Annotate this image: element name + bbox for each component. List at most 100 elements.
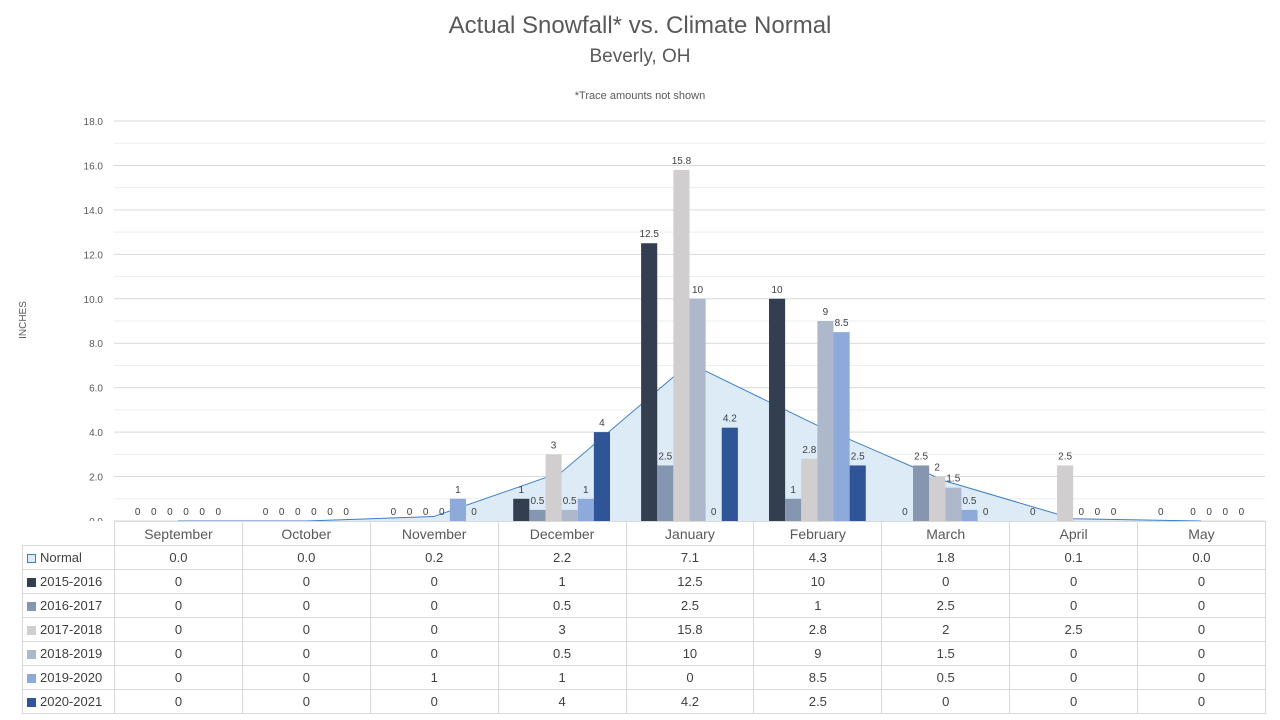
legend-label: 2015-2016 — [40, 574, 103, 589]
table-cell: 0 — [241, 569, 371, 594]
table-row: Normal 0.0 0.0 0.2 2.2 7.1 4.3 1.8 0.1 0.0 — [22, 545, 1266, 570]
data-label: 0 — [1239, 507, 1245, 518]
bar-2017-2018-December — [545, 454, 562, 521]
table-cell: 2.5 — [881, 593, 1011, 618]
legend-entry: 2019-2020 — [22, 665, 115, 690]
legend-label: Normal — [40, 550, 82, 565]
data-label: 8.5 — [835, 318, 849, 329]
x-category-label: October — [241, 521, 371, 546]
data-label: 0.5 — [563, 496, 577, 507]
data-label: 0 — [343, 507, 349, 518]
table-cell: 0 — [114, 641, 243, 666]
data-label: 0 — [279, 507, 285, 518]
table-cell: 0 — [369, 641, 499, 666]
table-cell: 9 — [753, 641, 883, 666]
table-cell: 8.5 — [753, 665, 883, 690]
data-label: 1 — [583, 485, 589, 496]
table-cell: 2.8 — [753, 617, 883, 642]
data-label: 0 — [167, 507, 173, 518]
legend-label: 2018-2019 — [40, 646, 103, 661]
table-cell: 0.0 — [241, 545, 371, 570]
table-cell: 10 — [625, 641, 755, 666]
y-tick-label: 10.0 — [84, 295, 104, 306]
table-cell: 0 — [1137, 617, 1266, 642]
data-label: 0 — [1222, 507, 1228, 518]
chart-title: Actual Snowfall* vs. Climate Normal — [448, 12, 832, 39]
legend-entry: 2016-2017 — [22, 593, 115, 618]
table-row: 2020-2021 0 0 0 4 4.2 2.5 0 0 0 — [22, 689, 1266, 714]
data-label: 0 — [407, 507, 413, 518]
legend-swatch — [27, 578, 36, 587]
table-row: 2016-2017 0 0 0 0.5 2.5 1 2.5 0 0 — [22, 593, 1266, 618]
table-cell: 0 — [881, 689, 1011, 714]
data-label: 0 — [902, 507, 908, 518]
table-cell: 7.1 — [625, 545, 755, 570]
y-tick-label: 14.0 — [84, 206, 104, 217]
legend-swatch — [27, 698, 36, 707]
data-label: 1.5 — [946, 474, 960, 485]
data-label: 0 — [183, 507, 189, 518]
bar-2017-2018-March — [929, 476, 946, 521]
x-category-label: January — [625, 521, 755, 546]
table-cell: 0 — [114, 689, 243, 714]
y-tick-label: 6.0 — [89, 384, 103, 395]
data-label: 4 — [599, 418, 605, 429]
legend-label: 2017-2018 — [40, 622, 103, 637]
x-category-label: April — [1009, 521, 1138, 546]
legend-entry: 2015-2016 — [22, 569, 115, 594]
data-label: 2.5 — [658, 451, 672, 462]
bar-2016-2017-December — [529, 509, 546, 521]
data-label: 12.5 — [639, 229, 659, 240]
bar-2018-2019-January — [689, 298, 706, 521]
table-cell: 0 — [114, 617, 243, 642]
data-label: 0 — [1078, 507, 1084, 518]
bar-2016-2017-March — [913, 465, 930, 521]
bar-2020-2021-February — [849, 465, 866, 521]
x-category-label: February — [753, 521, 883, 546]
table-cell: 15.8 — [625, 617, 755, 642]
table-cell: 0 — [625, 665, 755, 690]
data-label: 0 — [423, 507, 429, 518]
data-label: 0 — [327, 507, 333, 518]
data-label: 0 — [1190, 507, 1196, 518]
x-category-label: December — [497, 521, 627, 546]
table-cell: 4 — [497, 689, 627, 714]
chart-note: *Trace amounts not shown — [574, 90, 706, 102]
bar-2015-2016-January — [641, 243, 658, 521]
legend-entry: 2020-2021 — [22, 689, 115, 714]
data-label: 0 — [1030, 507, 1036, 518]
bar-2020-2021-December — [593, 432, 611, 521]
bar-2017-2018-January — [673, 169, 690, 521]
data-label: 0 — [263, 507, 269, 518]
bar-2016-2017-February — [785, 498, 802, 521]
data-label: 2 — [934, 463, 940, 474]
data-label: 10 — [692, 285, 704, 296]
legend-swatch — [27, 554, 36, 563]
data-label: 0.5 — [963, 496, 977, 507]
table-cell: 0 — [369, 689, 499, 714]
table-cell: 0 — [1137, 569, 1266, 594]
data-label: 0 — [439, 507, 445, 518]
data-label: 0 — [151, 507, 157, 518]
table-cell: 4.2 — [625, 689, 755, 714]
table-cell: 1 — [497, 665, 627, 690]
table-cell: 4.3 — [753, 545, 883, 570]
x-category-label: November — [369, 521, 499, 546]
table-cell: 0 — [369, 593, 499, 618]
bar-2015-2016-February — [768, 298, 786, 521]
data-label: 0 — [215, 507, 221, 518]
table-cell: 0 — [241, 617, 371, 642]
table-cell: 10 — [753, 569, 883, 594]
bar-2018-2019-December — [561, 509, 578, 521]
table-cell: 0 — [1009, 569, 1138, 594]
table-cell: 0 — [1009, 593, 1138, 618]
data-label: 15.8 — [672, 156, 692, 167]
data-label: 0 — [135, 507, 141, 518]
table-row: 2017-2018 0 0 0 3 15.8 2.8 2 2.5 0 — [22, 617, 1266, 642]
bar-2017-2018-April — [1057, 465, 1074, 521]
x-category-label: May — [1137, 521, 1266, 546]
legend-label: 2019-2020 — [40, 670, 103, 685]
table-cell: 0 — [1009, 665, 1138, 690]
data-label: 9 — [823, 307, 829, 318]
table-cell: 1 — [369, 665, 499, 690]
